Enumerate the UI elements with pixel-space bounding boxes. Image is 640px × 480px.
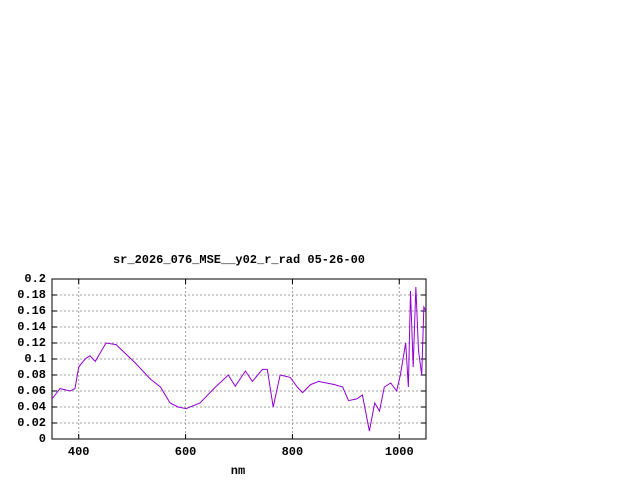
y-tick-label: 0.2 [24,272,46,286]
y-tick-label: 0.18 [17,288,46,302]
chart-title: sr_2026_076_MSE__y02_r_rad 05-26-00 [113,253,365,267]
y-tick-label: 0.1 [24,352,46,366]
x-tick-label: 400 [68,445,90,459]
y-tick-label: 0.12 [17,336,46,350]
x-axis-label: nm [231,464,245,478]
y-tick-label: 0.16 [17,304,46,318]
y-tick-label: 0.14 [17,320,46,334]
plot-frame [51,278,427,440]
y-tick-label: 0.06 [17,384,46,398]
x-tick-label: 1000 [385,445,414,459]
y-tick-label: 0 [39,432,46,446]
data-line [51,286,427,432]
y-tick-label: 0.02 [17,416,46,430]
y-tick-label: 0.08 [17,368,46,382]
x-tick-label: 600 [175,445,197,459]
x-tick-label: 800 [282,445,304,459]
y-tick-label: 0.04 [17,400,46,414]
